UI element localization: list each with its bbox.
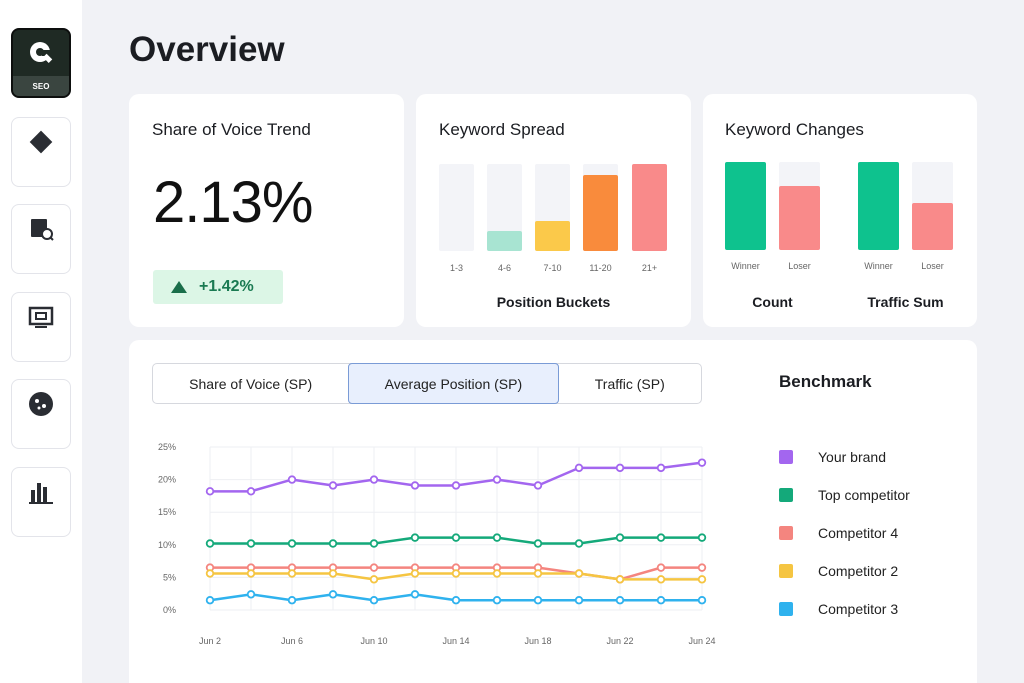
bucket-label: 21+	[641, 263, 658, 273]
metric-tabs: Share of Voice (SP) Average Position (SP…	[152, 363, 702, 404]
bucket-label: 1-3	[449, 263, 463, 273]
legend-item[interactable]: Competitor 4	[779, 525, 898, 541]
nav-item-search-doc[interactable]	[11, 204, 71, 274]
nav-item-globe[interactable]	[11, 379, 71, 449]
bucket-bar-7-10[interactable]	[535, 164, 570, 251]
nav-item-bar-chart[interactable]	[11, 467, 71, 537]
bucket-bar-fill	[632, 164, 667, 251]
legend-swatch	[779, 450, 793, 464]
bucket-bar-1-3[interactable]	[439, 164, 474, 251]
position-buckets-label: Position Buckets	[496, 294, 611, 310]
seo-logo-icon	[30, 42, 54, 63]
diamond-icon	[29, 130, 53, 154]
search-doc-icon	[31, 219, 54, 241]
legend-label: Competitor 3	[818, 601, 899, 617]
nav-item-seo[interactable]: SEO	[11, 28, 71, 98]
legend-label: Top competitor	[818, 487, 910, 503]
monitor-icon	[28, 306, 54, 328]
share-value: 2.13%	[153, 170, 313, 235]
bucket-label: 11-20	[589, 263, 612, 273]
globe-icon	[29, 392, 53, 416]
change-bar-fill	[912, 203, 953, 250]
legend-swatch	[779, 602, 793, 616]
change-bar-winner[interactable]	[725, 162, 766, 250]
change-bar-label: Loser	[921, 261, 944, 271]
bucket-bar-11-20[interactable]	[583, 164, 618, 251]
legend-item[interactable]: Your brand	[779, 449, 886, 465]
nav-item-diamond[interactable]	[11, 117, 71, 187]
bucket-bar-fill	[487, 231, 522, 251]
change-bar-loser[interactable]	[912, 162, 953, 250]
change-bar-fill	[779, 185, 820, 250]
legend-title: Benchmark	[779, 372, 872, 391]
change-bar-fill	[725, 162, 766, 250]
legend-swatch	[779, 488, 793, 502]
keyword-spread-card: Keyword Spread Position Buckets 1-3 4-6 7-…	[416, 94, 691, 327]
page-title: Overview	[129, 30, 285, 69]
bucket-label: 4-6	[497, 263, 511, 273]
legend-item[interactable]: Top competitor	[779, 487, 910, 503]
change-bar-winner[interactable]	[858, 162, 899, 250]
card-title: Keyword Spread	[439, 120, 565, 139]
delta-value: +1.42%	[199, 278, 254, 295]
change-bar-label: Loser	[788, 261, 811, 271]
triangle-up-icon	[171, 281, 187, 293]
nav-item-monitor[interactable]	[11, 292, 71, 362]
legend-label: Competitor 2	[818, 563, 899, 579]
bucket-bar-fill	[583, 175, 618, 251]
bucket-bar-21+[interactable]	[632, 164, 667, 251]
change-bar-loser[interactable]	[779, 162, 820, 250]
change-bar-label: Winner	[864, 261, 893, 271]
legend-swatch	[779, 526, 793, 540]
bucket-label: 7-10	[543, 263, 562, 273]
bucket-bar-4-6[interactable]	[487, 164, 522, 251]
share-of-voice-card: Share of Voice Trend 2.13% +1.42%	[129, 94, 404, 327]
legend-item[interactable]: Competitor 3	[779, 601, 898, 617]
card-title: Keyword Changes	[725, 120, 864, 139]
card-title: Share of Voice Trend	[152, 120, 311, 139]
tab-average-position[interactable]: Average Position (SP)	[348, 363, 559, 404]
legend-label: Competitor 4	[818, 525, 899, 541]
change-bar-fill	[858, 162, 899, 250]
legend-swatch	[779, 564, 793, 578]
legend-item[interactable]: Competitor 2	[779, 563, 898, 579]
legend-label: Your brand	[818, 449, 886, 465]
sidebar: SEO	[0, 0, 82, 683]
change-group-label: Count	[752, 294, 793, 310]
tab-share-of-voice[interactable]: Share of Voice (SP)	[189, 375, 313, 392]
tab-traffic[interactable]: Traffic (SP)	[594, 375, 665, 392]
change-bar-label: Winner	[731, 261, 760, 271]
nav-item-label: SEO	[13, 76, 69, 96]
bar-chart-icon	[29, 483, 53, 504]
delta-badge: +1.42%	[153, 270, 283, 304]
change-group-label: Traffic Sum	[867, 294, 944, 310]
keyword-changes-card: Keyword Changes Winner Loser Count Winner Lo…	[703, 94, 977, 327]
bucket-bar-fill	[535, 221, 570, 251]
